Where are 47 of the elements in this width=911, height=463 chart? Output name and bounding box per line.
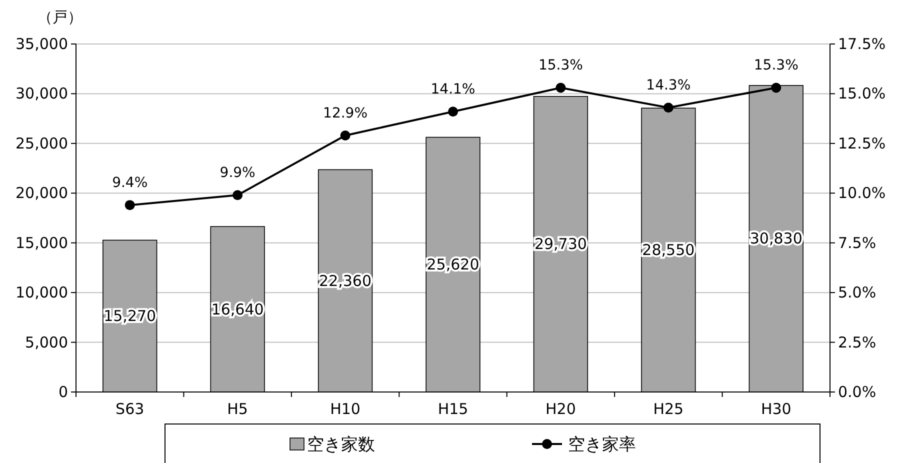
point bbox=[448, 106, 458, 117]
y-tick-label: 35,000 bbox=[16, 35, 68, 53]
data-label: 12.9% bbox=[323, 105, 368, 122]
y2-tick-label: 5.0% bbox=[838, 284, 876, 302]
y2-tick-label: 12.5% bbox=[838, 134, 886, 152]
data-label: 15,270 bbox=[104, 307, 156, 326]
legend-label: 空き家率 bbox=[568, 435, 636, 455]
x-tick-label: H20 bbox=[546, 400, 576, 418]
point bbox=[771, 82, 782, 93]
y2-tick-label: 2.5% bbox=[838, 333, 876, 352]
data-label: 16,640 bbox=[211, 300, 264, 318]
x-tick-label: H15 bbox=[438, 400, 468, 418]
point bbox=[340, 130, 350, 140]
y-tick-label: 0 bbox=[58, 383, 68, 401]
data-label: 29,730 bbox=[534, 235, 587, 254]
data-label: 9.9% bbox=[220, 165, 256, 182]
x-tick-label: H30 bbox=[760, 400, 792, 418]
point bbox=[663, 102, 674, 113]
data-label: 28,550 bbox=[642, 241, 695, 260]
y-tick-label: 10,000 bbox=[16, 284, 68, 302]
y-tick-label: 25,000 bbox=[16, 134, 68, 152]
data-label: 9.4% bbox=[112, 175, 148, 192]
point bbox=[232, 190, 243, 200]
point bbox=[124, 200, 135, 210]
data-label: 30,830 bbox=[750, 230, 802, 248]
legend-label: 空き家数 bbox=[307, 435, 375, 455]
data-label: 14.3% bbox=[646, 78, 691, 94]
data-label: 14.1% bbox=[430, 82, 476, 98]
y2-tick-label: 7.5% bbox=[838, 234, 876, 252]
y-tick-label: 30,000 bbox=[16, 84, 68, 103]
x-tick-label: H10 bbox=[330, 400, 360, 418]
y2-tick-label: 10.0% bbox=[838, 184, 886, 202]
y-tick-label: 15,000 bbox=[16, 234, 68, 252]
y-tick-label: 5,000 bbox=[25, 333, 68, 352]
data-label: 15.3% bbox=[754, 58, 798, 74]
x-tick-label: S63 bbox=[116, 400, 144, 418]
data-label: 15.3% bbox=[538, 58, 583, 74]
y-axis-title: （戸） bbox=[38, 8, 82, 26]
data-label: 25,620 bbox=[426, 256, 480, 274]
y2-tick-label: 15.0% bbox=[838, 84, 886, 103]
x-tick-label: H5 bbox=[227, 400, 248, 418]
point bbox=[556, 82, 566, 93]
x-tick-label: H25 bbox=[653, 400, 684, 418]
y-tick-label: 20,000 bbox=[16, 184, 68, 202]
y2-tick-label: 0.0% bbox=[838, 383, 876, 401]
data-label: 22,360 bbox=[319, 272, 372, 290]
y2-tick-label: 17.5% bbox=[838, 35, 886, 53]
